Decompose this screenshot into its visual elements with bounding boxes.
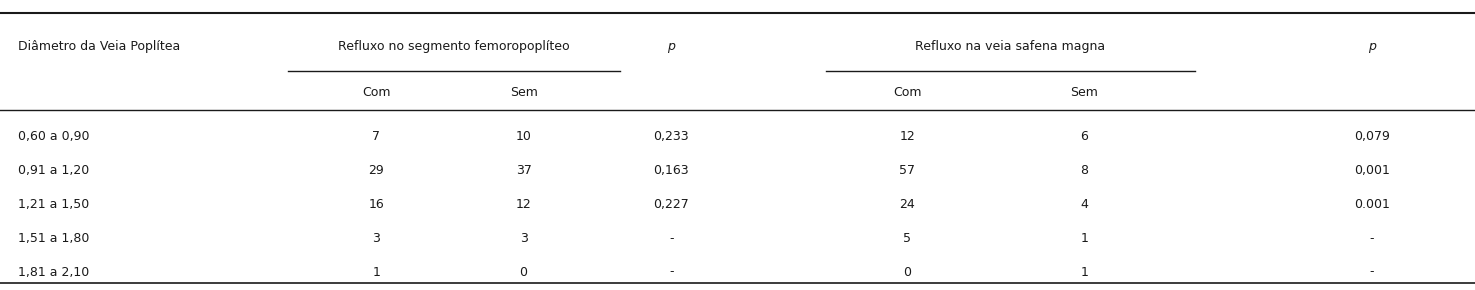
Text: 0,163: 0,163: [653, 164, 689, 177]
Text: 6: 6: [1080, 130, 1089, 143]
Text: 0: 0: [903, 266, 912, 278]
Text: Sem: Sem: [1071, 86, 1097, 99]
Text: 12: 12: [900, 130, 914, 143]
Text: 24: 24: [900, 198, 914, 211]
Text: -: -: [668, 266, 674, 278]
Text: Diâmetro da Veia Poplítea: Diâmetro da Veia Poplítea: [18, 40, 180, 53]
Text: 4: 4: [1080, 198, 1089, 211]
Text: 7: 7: [372, 130, 381, 143]
Text: Com: Com: [361, 86, 391, 99]
Text: 3: 3: [519, 232, 528, 244]
Text: 1,81 a 2,10: 1,81 a 2,10: [18, 266, 88, 278]
Text: Refluxo no segmento femoropoplíteo: Refluxo no segmento femoropoplíteo: [338, 40, 569, 53]
Text: 12: 12: [516, 198, 531, 211]
Text: 10: 10: [516, 130, 531, 143]
Text: 1: 1: [1080, 232, 1089, 244]
Text: 0,079: 0,079: [1354, 130, 1389, 143]
Text: 0,001: 0,001: [1354, 164, 1389, 177]
Text: Com: Com: [892, 86, 922, 99]
Text: 8: 8: [1080, 164, 1089, 177]
Text: p: p: [667, 40, 676, 53]
Text: 0,233: 0,233: [653, 130, 689, 143]
Text: -: -: [668, 232, 674, 244]
Text: 1: 1: [372, 266, 381, 278]
Text: 0.001: 0.001: [1354, 198, 1389, 211]
Text: 0: 0: [519, 266, 528, 278]
Text: 0,227: 0,227: [653, 198, 689, 211]
Text: 1,51 a 1,80: 1,51 a 1,80: [18, 232, 88, 244]
Text: Refluxo na veia safena magna: Refluxo na veia safena magna: [916, 40, 1105, 53]
Text: 57: 57: [900, 164, 914, 177]
Text: p: p: [1367, 40, 1376, 53]
Text: 0,91 a 1,20: 0,91 a 1,20: [18, 164, 88, 177]
Text: -: -: [1369, 232, 1375, 244]
Text: 29: 29: [369, 164, 384, 177]
Text: Sem: Sem: [510, 86, 537, 99]
Text: 1,21 a 1,50: 1,21 a 1,50: [18, 198, 88, 211]
Text: 1: 1: [1080, 266, 1089, 278]
Text: 3: 3: [372, 232, 381, 244]
Text: -: -: [1369, 266, 1375, 278]
Text: 0,60 a 0,90: 0,60 a 0,90: [18, 130, 88, 143]
Text: 37: 37: [516, 164, 531, 177]
Text: 5: 5: [903, 232, 912, 244]
Text: 16: 16: [369, 198, 384, 211]
